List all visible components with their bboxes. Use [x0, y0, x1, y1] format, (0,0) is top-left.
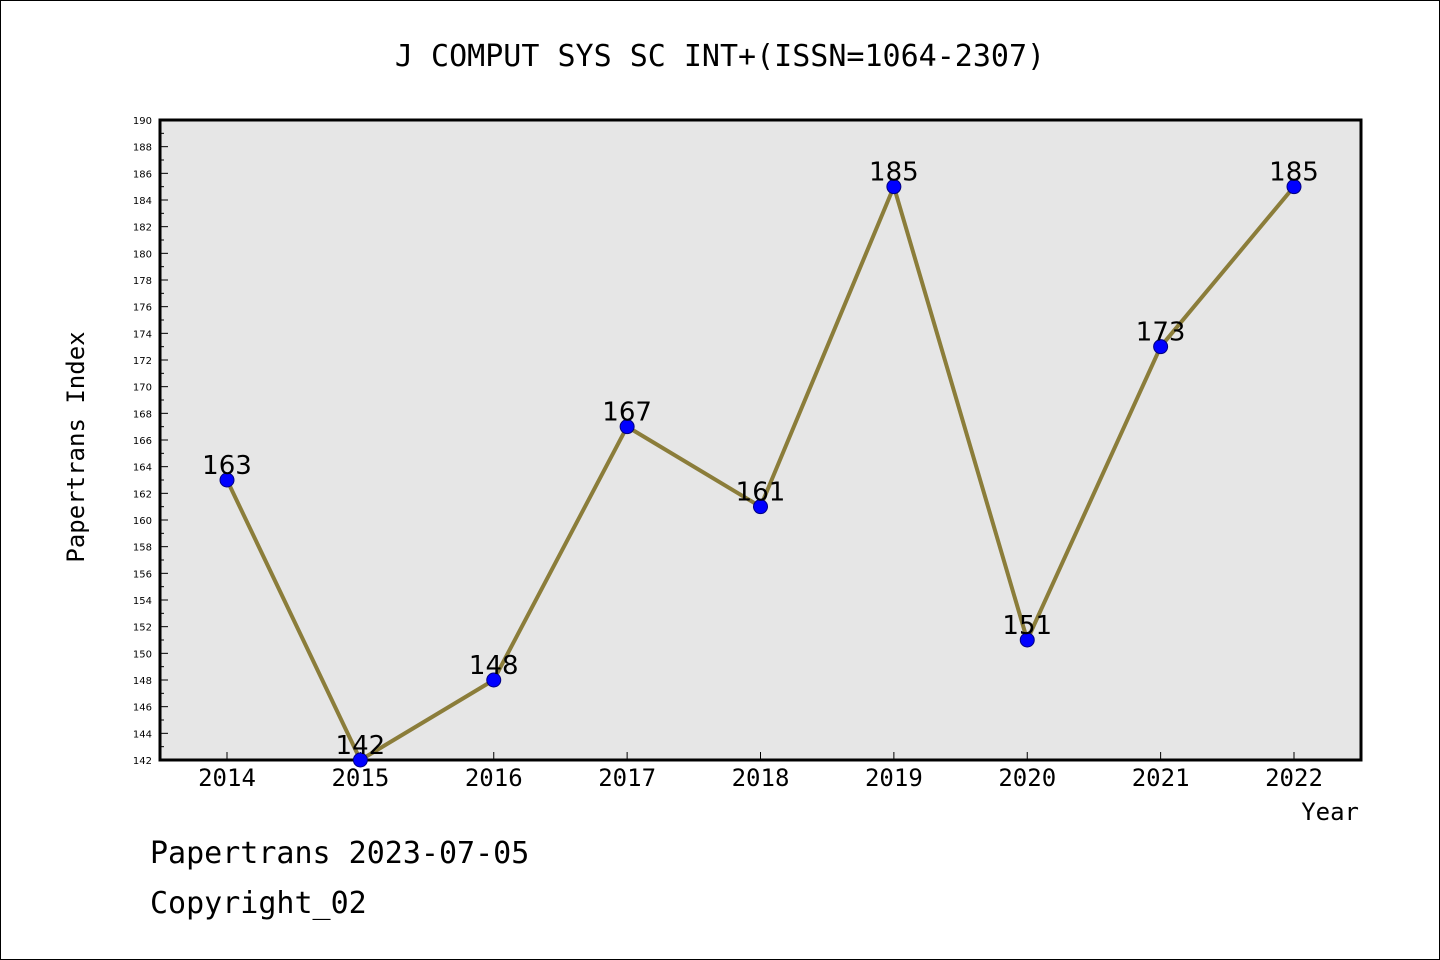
y-tick-label: 186	[133, 169, 152, 180]
y-tick-label: 164	[133, 463, 152, 474]
data-label: 148	[469, 651, 519, 681]
y-tick-label: 188	[133, 143, 152, 154]
y-tick-label: 172	[133, 356, 152, 367]
data-point	[352, 752, 368, 768]
data-point	[886, 179, 902, 195]
y-tick-label: 184	[133, 196, 152, 207]
data-point	[753, 499, 768, 515]
x-tick-label: 2016	[465, 764, 523, 792]
y-tick-label: 190	[133, 116, 152, 127]
y-tick-label: 142	[133, 756, 152, 767]
chart-title: J COMPUT SYS SC INT+(ISSN=1064-2307)	[395, 39, 1045, 74]
y-tick-label: 150	[133, 649, 152, 660]
data-point	[219, 472, 235, 488]
data-point	[1019, 632, 1035, 648]
y-tick-label: 146	[133, 703, 152, 714]
plot-area	[158, 118, 1363, 762]
x-tick-label: 2021	[1132, 764, 1190, 792]
y-tick-label: 160	[133, 516, 152, 527]
y-tick-label: 174	[133, 329, 152, 340]
x-axis: 2014 2015 2016 2017 2018 2019 2020 2021 2022	[198, 752, 1323, 792]
y-tick-label: 152	[133, 623, 152, 634]
x-tick-label: 2017	[598, 764, 656, 792]
y-tick-label: 180	[133, 249, 152, 260]
data-label: 161	[736, 478, 786, 508]
data-point	[1286, 179, 1302, 195]
x-tick-label: 2019	[865, 764, 923, 792]
y-axis-label: Papertrans Index	[62, 331, 90, 562]
x-tick-label: 2022	[1265, 764, 1323, 792]
data-point	[1153, 339, 1169, 355]
series-group: 163 142 148 167 161 185 151 173 185	[202, 158, 1319, 768]
y-tick-label: 166	[133, 436, 152, 447]
y-tick-label: 162	[133, 489, 152, 500]
x-tick-label: 2015	[331, 764, 389, 792]
y-tick-label: 154	[133, 596, 152, 607]
footer-copyright: Copyright_02	[150, 886, 367, 921]
y-tick-label: 158	[133, 543, 152, 554]
footer-date: Papertrans 2023-07-05	[150, 836, 530, 871]
data-label: 163	[202, 451, 252, 481]
data-label: 185	[1269, 158, 1319, 188]
y-tick-label: 168	[133, 409, 152, 420]
x-tick-label: 2020	[998, 764, 1056, 792]
data-label: 142	[336, 731, 386, 761]
x-tick-label: 2018	[732, 764, 790, 792]
y-tick-label: 182	[133, 223, 152, 234]
data-label: 173	[1136, 318, 1186, 348]
data-label: 185	[869, 158, 919, 188]
y-tick-label: 156	[133, 569, 152, 580]
y-tick-label: 148	[133, 676, 152, 687]
x-tick-label: 2014	[198, 764, 256, 792]
y-tick-label: 176	[133, 303, 152, 314]
data-label: 151	[1002, 611, 1052, 641]
y-tick-label: 170	[133, 383, 152, 394]
y-axis: 142 144 146 148 150 152 154 156 158 160 162 164 166 1…	[133, 116, 168, 767]
data-point	[619, 419, 635, 435]
data-label: 167	[602, 398, 652, 428]
y-tick-label: 144	[133, 729, 152, 740]
data-point	[486, 672, 502, 688]
y-tick-label: 178	[133, 276, 152, 287]
x-axis-label: Year	[1301, 798, 1359, 826]
